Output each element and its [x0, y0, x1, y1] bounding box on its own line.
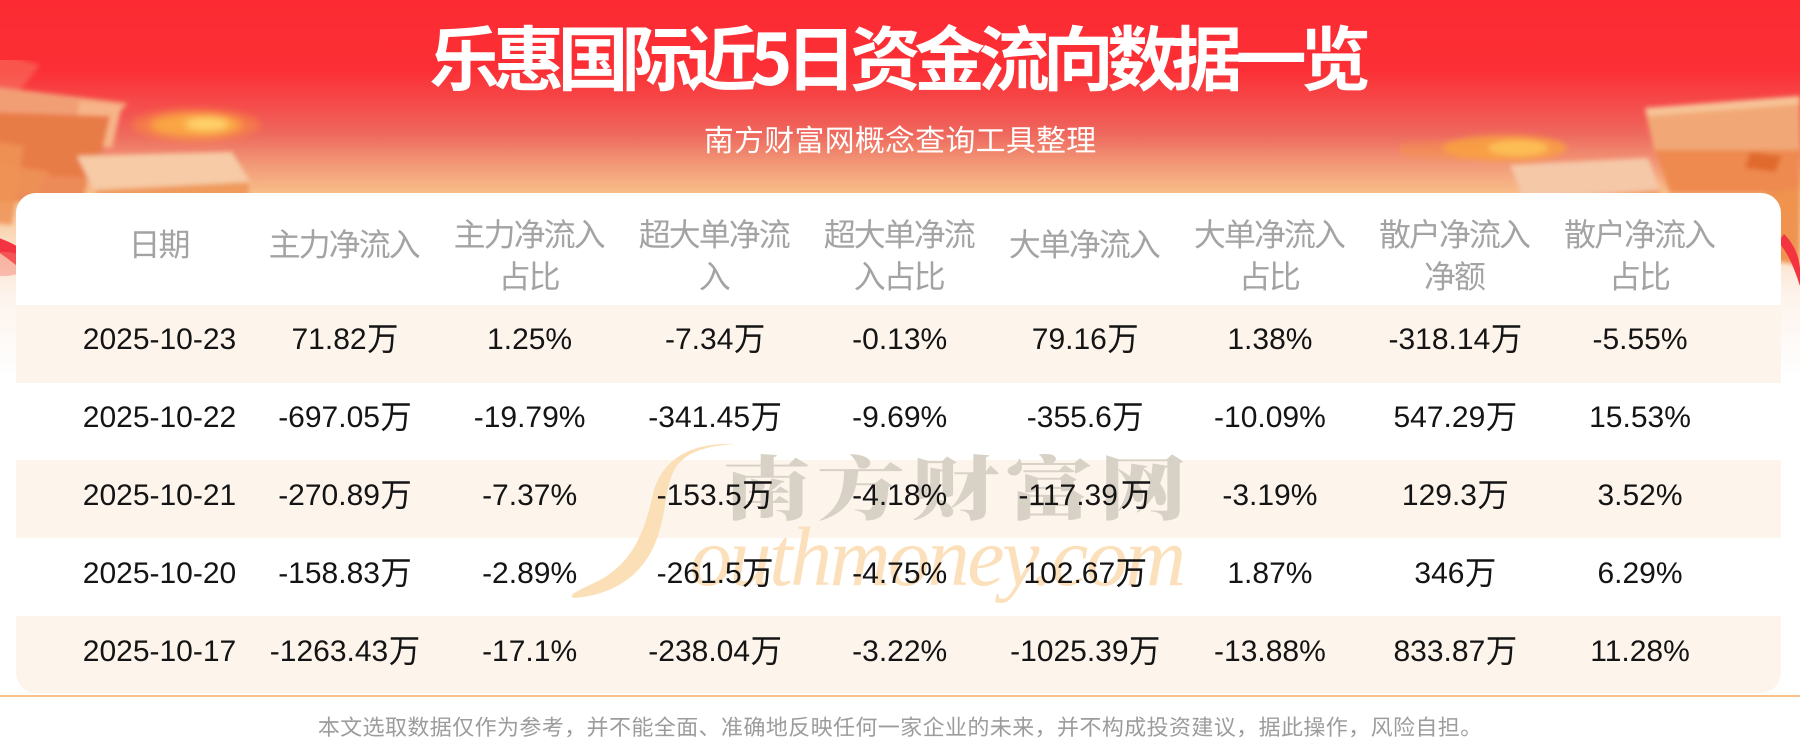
svg-text:-238.04: -238.04	[648, 635, 750, 668]
svg-text:79.16: 79.16	[1032, 323, 1107, 356]
svg-text:-0.13%: -0.13%	[852, 323, 947, 356]
svg-text:2025-10-22: 2025-10-22	[83, 401, 236, 434]
svg-text:1.25%: 1.25%	[487, 323, 572, 356]
svg-text:-1263.43: -1263.43	[270, 635, 388, 668]
svg-text:-7.37%: -7.37%	[482, 479, 577, 512]
svg-text:-3.22%: -3.22%	[852, 635, 947, 668]
svg-text:1.87%: 1.87%	[1227, 557, 1312, 590]
svg-text:2025-10-17: 2025-10-17	[83, 635, 236, 668]
svg-text:outhmoney.com: outhmoney.com	[690, 511, 1184, 604]
svg-text:71.82: 71.82	[292, 323, 367, 356]
svg-text:-153.5: -153.5	[657, 479, 742, 512]
svg-text:-1025.39: -1025.39	[1010, 635, 1128, 668]
svg-text:129.3: 129.3	[1402, 479, 1477, 512]
svg-text:1.38%: 1.38%	[1227, 323, 1312, 356]
svg-text:2025-10-20: 2025-10-20	[83, 557, 236, 590]
svg-text:-10.09%: -10.09%	[1214, 401, 1326, 434]
svg-text:-9.69%: -9.69%	[852, 401, 947, 434]
svg-text:-3.19%: -3.19%	[1222, 479, 1317, 512]
svg-text:2025-10-21: 2025-10-21	[83, 479, 236, 512]
svg-text:11.28%: 11.28%	[1590, 635, 1690, 668]
svg-text:-158.83: -158.83	[278, 557, 380, 590]
svg-text:-7.34: -7.34	[665, 323, 733, 356]
svg-text:833.87: 833.87	[1394, 635, 1486, 668]
svg-text:2025-10-23: 2025-10-23	[83, 323, 236, 356]
svg-text:346: 346	[1414, 557, 1464, 590]
svg-text:-5.55%: -5.55%	[1592, 323, 1687, 356]
svg-text:-318.14: -318.14	[1389, 323, 1491, 356]
svg-text:-341.45: -341.45	[648, 401, 750, 434]
svg-text:3.52%: 3.52%	[1597, 479, 1682, 512]
svg-text:-355.6: -355.6	[1027, 401, 1112, 434]
svg-text:-270.89: -270.89	[278, 479, 380, 512]
svg-text:15.53%: 15.53%	[1589, 401, 1691, 434]
svg-text:-2.89%: -2.89%	[482, 557, 577, 590]
svg-text:-117.39: -117.39	[1018, 479, 1118, 512]
svg-text:-17.1%: -17.1%	[482, 635, 577, 668]
svg-text:-697.05: -697.05	[278, 401, 380, 434]
svg-text:-261.5: -261.5	[657, 557, 742, 590]
svg-text:6.29%: 6.29%	[1597, 557, 1682, 590]
svg-text:547.29: 547.29	[1394, 401, 1486, 434]
svg-text:-4.75%: -4.75%	[852, 557, 947, 590]
svg-text:-13.88%: -13.88%	[1214, 635, 1326, 668]
svg-text:102.67: 102.67	[1023, 557, 1115, 590]
svg-text:-19.79%: -19.79%	[474, 401, 586, 434]
svg-text:-4.18%: -4.18%	[852, 479, 947, 512]
